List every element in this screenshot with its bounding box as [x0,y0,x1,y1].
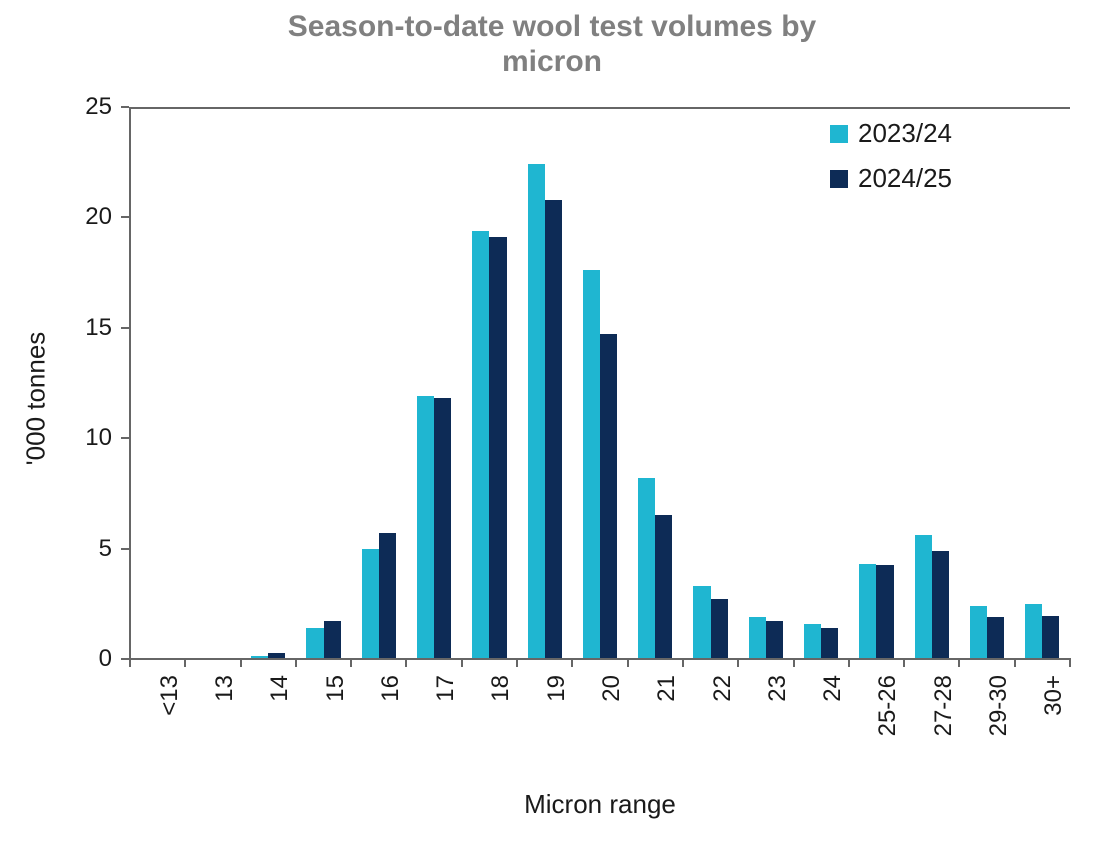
y-tick-label: 25 [0,93,112,121]
x-tick-mark [350,659,352,667]
bar [970,606,987,659]
bar [306,628,323,659]
x-tick-mark [793,659,795,667]
x-tick-mark [571,659,573,667]
x-tick-mark [848,659,850,667]
x-axis-label: Micron range [130,789,1070,820]
legend-item: 2024/25 [830,163,952,194]
y-tick-mark [121,437,129,439]
legend-label: 2023/24 [858,118,952,149]
bar [324,621,341,659]
x-tick-mark [461,659,463,667]
y-axis-label: '000 tonnes [21,332,52,466]
bar [915,535,932,659]
x-tick-mark [240,659,242,667]
bar [583,270,600,659]
x-tick-mark [958,659,960,667]
bar [804,624,821,659]
bar [876,565,893,659]
bar [987,617,1004,659]
bar [711,599,728,659]
bar [417,396,434,659]
y-tick-mark [121,216,129,218]
bar [749,617,766,659]
y-tick-label: 5 [0,535,112,563]
y-tick-mark [121,327,129,329]
x-tick-mark [295,659,297,667]
legend: 2023/24 2024/25 [830,118,952,208]
bar [489,237,506,659]
bar [932,551,949,659]
x-tick-mark [903,659,905,667]
x-tick-mark [1069,659,1071,667]
bar [1025,604,1042,659]
x-tick-mark [627,659,629,667]
x-tick-mark [682,659,684,667]
y-tick-label: 20 [0,203,112,231]
chart-title-line1: Season-to-date wool test volumes by [288,10,816,43]
bar [528,164,545,659]
y-axis-line [129,107,131,659]
y-tick-label: 10 [0,424,112,452]
x-tick-mark [184,659,186,667]
legend-item: 2023/24 [830,118,952,149]
x-tick-mark [1014,659,1016,667]
chart-title-line2: micron [502,45,602,78]
bar [362,549,379,659]
bar [472,231,489,659]
bar [638,478,655,659]
x-tick-mark [737,659,739,667]
bar [1042,616,1059,659]
x-tick-mark [405,659,407,667]
legend-swatch [830,125,848,143]
bar [434,398,451,659]
bar [545,200,562,659]
y-tick-mark [121,658,129,660]
y-tick-label: 15 [0,314,112,342]
y-tick-mark [121,548,129,550]
y-tick-label: 0 [0,645,112,673]
chart-title: Season-to-date wool test volumes by micr… [0,10,1104,79]
bar [600,334,617,659]
x-tick-mark [129,659,131,667]
bar [693,586,710,659]
x-axis-line [129,658,1071,660]
bar [379,533,396,659]
bar [655,515,672,659]
x-tick-mark [516,659,518,667]
y-tick-mark [121,106,129,108]
bar [859,564,876,659]
wool-volume-chart: Season-to-date wool test volumes by micr… [0,0,1104,844]
legend-swatch [830,170,848,188]
legend-label: 2024/25 [858,163,952,194]
bar [821,628,838,659]
bar [766,621,783,659]
